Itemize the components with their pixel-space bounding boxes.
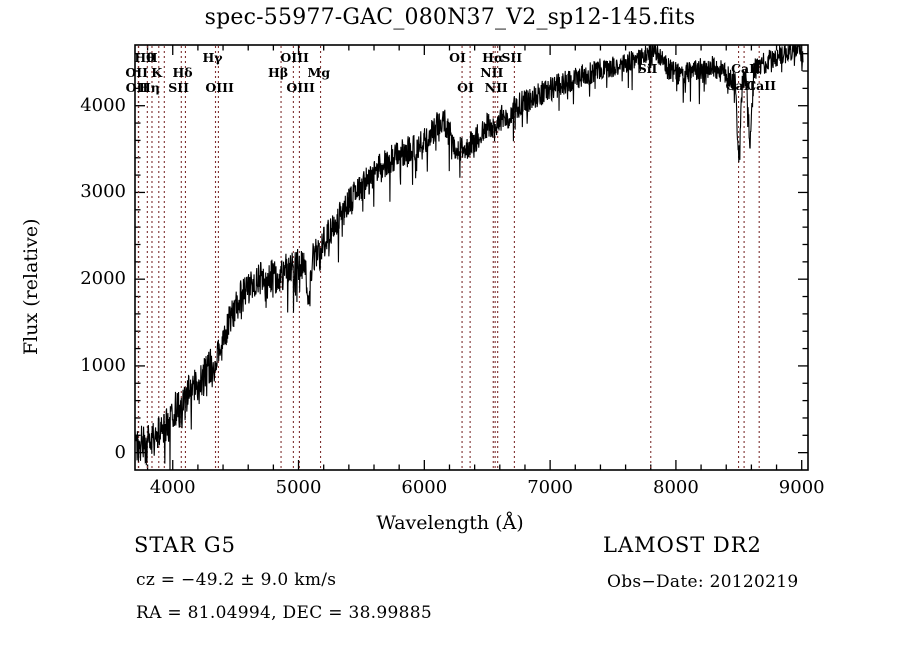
spectral-line-label: K: [151, 65, 163, 80]
y-tick-label: 1000: [80, 354, 126, 376]
spectrum-trace: [134, 44, 804, 470]
y-tick-label: 0: [114, 441, 126, 463]
x-axis-label: Wavelength (Å): [376, 512, 524, 534]
y-tick-label: 4000: [80, 94, 126, 116]
spectral-line-label: OI: [449, 50, 466, 65]
x-tick-label: 8000: [653, 477, 699, 498]
spectral-line-label: OII: [125, 80, 149, 95]
spectral-line-label: CaII: [725, 78, 756, 93]
spectral-line-label: Mg: [307, 65, 331, 80]
page-title: spec-55977-GAC_080N37_V2_sp12-145.fits: [204, 5, 696, 30]
x-tick-label: 4000: [149, 477, 196, 498]
spectral-line-label: SiI: [637, 61, 658, 76]
x-tick-label: 7000: [527, 477, 574, 498]
spectral-line-label: NII: [480, 65, 504, 80]
axis-ticks: [135, 45, 808, 470]
y-tick-label: 3000: [80, 181, 126, 203]
x-tick-label: 6000: [401, 477, 448, 498]
spectral-line-label: H: [145, 50, 158, 65]
coordinates-text: RA = 81.04994, DEC = 38.99885: [136, 603, 432, 623]
spectral-line-label: OIII: [205, 80, 234, 95]
plot-frame: [134, 44, 809, 471]
observation-date-text: Obs−Date: 20120219: [607, 572, 799, 592]
spectral-line-label: SII: [168, 80, 190, 95]
y-tick-label: 2000: [80, 268, 126, 290]
spectral-line-label: Hθ: [134, 50, 155, 65]
spectral-line-label: NII: [484, 80, 508, 95]
line-markers: [137, 46, 760, 469]
spectral-line-label: OII: [125, 65, 148, 80]
redshift-velocity-text: cz = −49.2 ± 9.0 km/s: [136, 570, 337, 590]
spectral-line-label: Hη: [138, 80, 160, 95]
spectral-line-label: Hδ: [172, 65, 193, 80]
spectral-line-label: OIII: [286, 80, 315, 95]
spectral-line-label: CaII: [746, 78, 776, 93]
x-tick-label: 9000: [778, 477, 825, 498]
x-tick-label: 5000: [275, 477, 322, 498]
spectral-line-label: SII: [501, 50, 523, 65]
spectral-line-label: CaII: [731, 61, 761, 76]
spectral-line-label: OI: [457, 80, 474, 95]
spectral-line-label: Hγ: [202, 50, 223, 65]
plot-border: [134, 44, 809, 471]
spectral-line-label: Hβ: [268, 65, 289, 80]
spectral-line-label: OIII: [280, 50, 309, 65]
spectral-line-label: Hα: [482, 50, 504, 65]
survey-name-text: LAMOST DR2: [603, 533, 762, 557]
object-type-text: STAR G5: [134, 533, 237, 557]
